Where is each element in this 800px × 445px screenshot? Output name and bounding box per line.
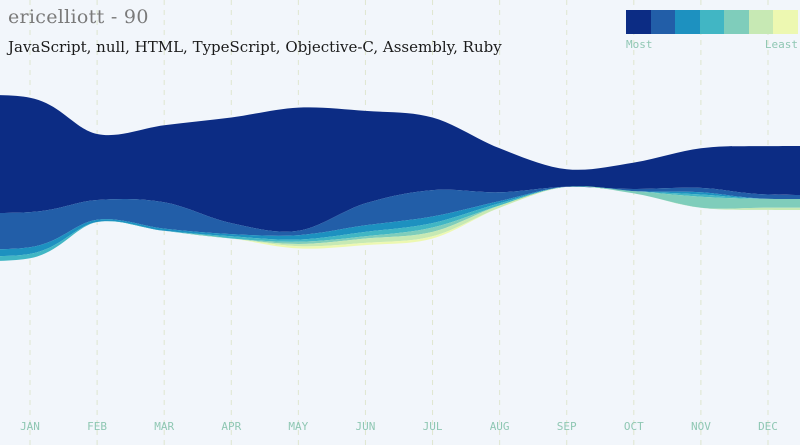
series-area-javascript xyxy=(0,95,800,232)
chart-title: ericelliott - 90 xyxy=(8,6,149,28)
series-layer xyxy=(0,95,800,261)
chart-subtitle: JavaScript, null, HTML, TypeScript, Obje… xyxy=(8,38,502,56)
legend-swatch xyxy=(773,10,799,34)
color-legend: Most Least xyxy=(626,10,799,51)
legend-labels: Most Least xyxy=(626,38,798,51)
legend-swatches xyxy=(626,10,799,34)
month-label: NOV xyxy=(691,420,711,433)
legend-swatch xyxy=(748,10,774,34)
month-label: DEC xyxy=(758,420,778,433)
month-axis: JAN FEB MAR APR MAY JUN JUL AUG SEP OCT NOV DEC xyxy=(20,420,778,433)
month-label: OCT xyxy=(624,420,644,433)
month-label: JUN xyxy=(356,420,376,433)
month-label: MAR xyxy=(154,420,174,433)
series-area-null xyxy=(0,186,800,250)
legend-swatch xyxy=(626,10,651,34)
series-area-html xyxy=(0,186,800,257)
month-label: MAY xyxy=(288,420,308,433)
legend-swatch xyxy=(675,10,700,34)
month-label: FEB xyxy=(87,420,107,433)
month-label: APR xyxy=(221,420,241,433)
legend-swatch xyxy=(724,10,749,34)
month-label: AUG xyxy=(490,420,510,433)
month-label: JAN xyxy=(20,420,40,433)
month-label: JUL xyxy=(423,420,443,433)
legend-swatch xyxy=(699,10,725,34)
legend-least-label: Least xyxy=(764,38,798,51)
legend-swatch xyxy=(650,10,676,34)
legend-most-label: Most xyxy=(626,38,653,51)
month-label: SEP xyxy=(557,420,577,433)
